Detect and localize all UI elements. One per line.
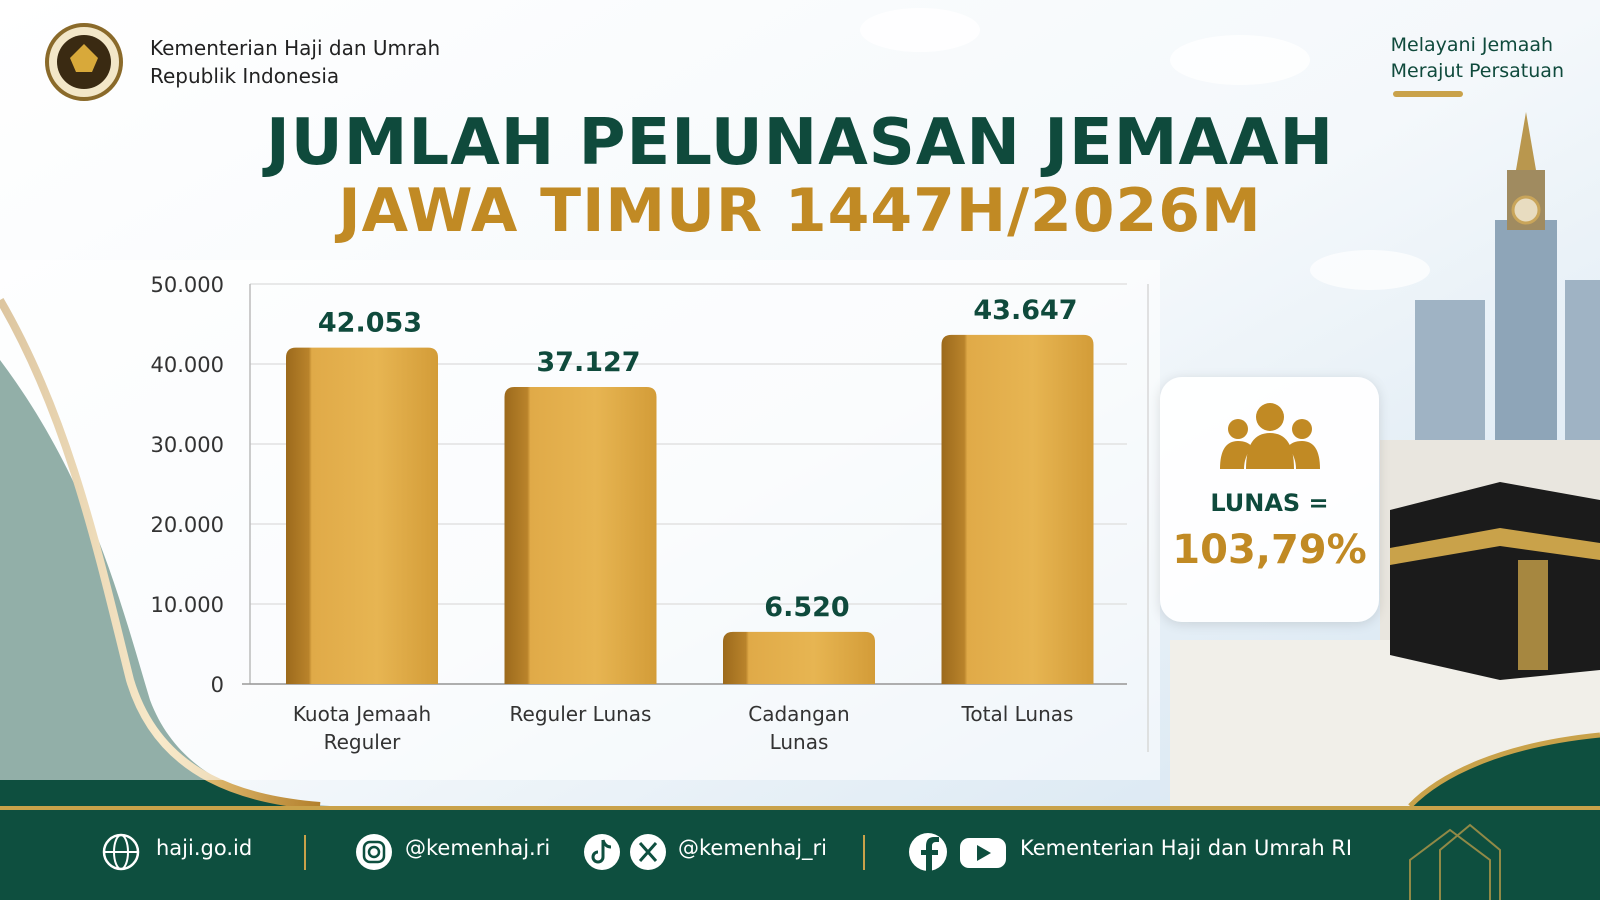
tagline-line: Melayani Jemaah [1390,34,1554,56]
value-label: 37.127 [536,347,640,378]
y-tick-label: 30.000 [151,433,224,457]
people-icon [1220,403,1320,469]
stat-value: 103,79% [1172,527,1367,573]
y-tick-label: 20.000 [151,513,224,537]
y-tick-label: 0 [211,673,224,697]
bar [723,631,875,684]
ministry-name: Kementerian Haji dan Umrah Republik Indo… [150,34,440,90]
x-tick-label: Total Lunas [961,702,1074,726]
y-tick-label: 10.000 [151,593,224,617]
value-label: 42.053 [318,308,422,339]
footer-facebook-youtube: Kementerian Haji dan Umrah RI [1020,836,1353,860]
tagline: Melayani Jemaah Merajut Persatuan [1391,32,1564,84]
y-tick-label: 40.000 [151,353,224,377]
y-tick-label: 50.000 [151,273,224,297]
value-label: 6.520 [764,592,849,623]
bar [286,347,438,684]
value-label: 43.647 [973,295,1077,326]
tagline-line: Merajut Persatuan [1390,60,1564,82]
footer-website: haji.go.id [156,836,253,860]
ministry-line: Republik Indonesia [150,64,340,88]
chart-title: JUMLAH PELUNASAN JEMAAH [265,106,1335,180]
footer-tiktok-x: @kemenhaj_ri [678,836,827,860]
stat-label: LUNAS = [1210,489,1329,517]
bar [504,386,657,684]
bar [941,334,1094,684]
chart-subtitle: JAWA TIMUR 1447H/2026M [338,176,1262,246]
footer-instagram: @kemenhaj.ri [405,836,551,860]
x-tick-label: Kuota Jemaah Reguler [292,702,432,754]
x-tick-label: Reguler Lunas [509,702,652,726]
ministry-line: Kementerian Haji dan Umrah [150,36,441,60]
stat-card: LUNAS = 103,79% [1160,377,1379,622]
x-tick-label: Cadangan Lunas [748,702,850,754]
